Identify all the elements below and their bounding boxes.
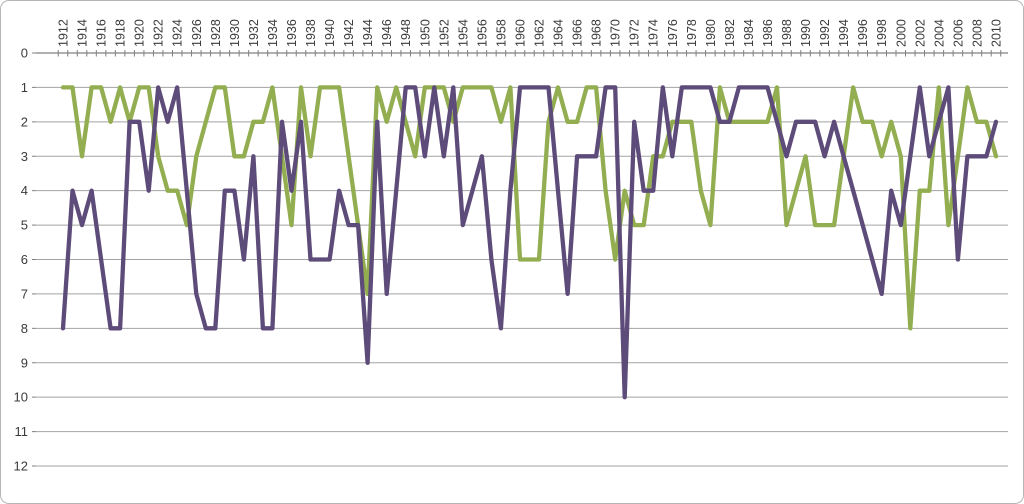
svg-text:1982: 1982 — [723, 19, 737, 47]
svg-text:1930: 1930 — [228, 19, 242, 47]
series-green-line — [60, 85, 999, 331]
svg-text:1954: 1954 — [456, 19, 470, 47]
svg-text:1920: 1920 — [133, 19, 147, 47]
svg-text:8: 8 — [21, 321, 28, 336]
svg-text:1956: 1956 — [475, 19, 489, 47]
svg-text:1936: 1936 — [285, 19, 299, 47]
svg-text:1984: 1984 — [742, 19, 756, 47]
svg-text:1918: 1918 — [114, 19, 128, 47]
svg-text:6: 6 — [21, 252, 28, 267]
svg-text:1988: 1988 — [780, 19, 794, 47]
svg-text:1: 1 — [21, 80, 28, 95]
svg-text:1970: 1970 — [609, 19, 623, 47]
svg-text:1964: 1964 — [552, 19, 566, 47]
svg-text:1966: 1966 — [571, 19, 585, 47]
svg-text:2002: 2002 — [913, 19, 927, 47]
svg-text:1968: 1968 — [590, 19, 604, 47]
svg-text:4: 4 — [21, 183, 28, 198]
y-axis-ticks — [32, 52, 36, 467]
svg-text:1958: 1958 — [494, 19, 508, 47]
svg-text:1950: 1950 — [418, 19, 432, 47]
svg-text:2010: 2010 — [989, 19, 1003, 47]
svg-text:0: 0 — [21, 46, 28, 61]
svg-text:1992: 1992 — [818, 19, 832, 47]
series-purple-line — [60, 85, 999, 400]
svg-text:12: 12 — [14, 459, 28, 474]
x-axis-labels: 1912 1914 1916 1918 1920 1922 1924 1926 1928 1930… — [57, 19, 1004, 47]
svg-text:1916: 1916 — [95, 19, 109, 47]
svg-text:1972: 1972 — [628, 19, 642, 47]
svg-text:1912: 1912 — [57, 19, 71, 47]
svg-text:2006: 2006 — [951, 19, 965, 47]
svg-text:1962: 1962 — [533, 19, 547, 47]
svg-text:1998: 1998 — [875, 19, 889, 47]
svg-text:1922: 1922 — [152, 19, 166, 47]
svg-text:1980: 1980 — [704, 19, 718, 47]
y-gridlines — [36, 52, 1008, 467]
svg-text:1914: 1914 — [76, 19, 90, 47]
svg-text:1990: 1990 — [799, 19, 813, 47]
svg-text:1942: 1942 — [342, 19, 356, 47]
svg-text:1932: 1932 — [247, 19, 261, 47]
svg-text:2000: 2000 — [894, 19, 908, 47]
svg-text:1976: 1976 — [666, 19, 680, 47]
svg-text:1960: 1960 — [513, 19, 527, 47]
svg-text:1996: 1996 — [856, 19, 870, 47]
svg-text:11: 11 — [15, 424, 29, 439]
x-axis-ticks — [57, 50, 1002, 57]
svg-text:1944: 1944 — [361, 19, 375, 47]
svg-text:1928: 1928 — [209, 19, 223, 47]
svg-text:10: 10 — [14, 390, 28, 405]
svg-text:1938: 1938 — [304, 19, 318, 47]
svg-text:5: 5 — [21, 218, 28, 233]
svg-text:1940: 1940 — [323, 19, 337, 47]
svg-text:7: 7 — [21, 286, 28, 301]
svg-text:1974: 1974 — [647, 19, 661, 47]
svg-text:2: 2 — [21, 114, 28, 129]
svg-text:1952: 1952 — [437, 19, 451, 47]
svg-text:9: 9 — [21, 355, 28, 370]
svg-text:1924: 1924 — [171, 19, 185, 47]
svg-text:2004: 2004 — [932, 19, 946, 47]
svg-text:1934: 1934 — [266, 19, 280, 47]
svg-text:1946: 1946 — [380, 19, 394, 47]
svg-text:1948: 1948 — [399, 19, 413, 47]
svg-text:1978: 1978 — [685, 19, 699, 47]
svg-text:2008: 2008 — [970, 19, 984, 47]
svg-text:1994: 1994 — [837, 19, 851, 47]
svg-text:3: 3 — [21, 149, 28, 164]
svg-text:1986: 1986 — [761, 19, 775, 47]
svg-text:1926: 1926 — [190, 19, 204, 47]
